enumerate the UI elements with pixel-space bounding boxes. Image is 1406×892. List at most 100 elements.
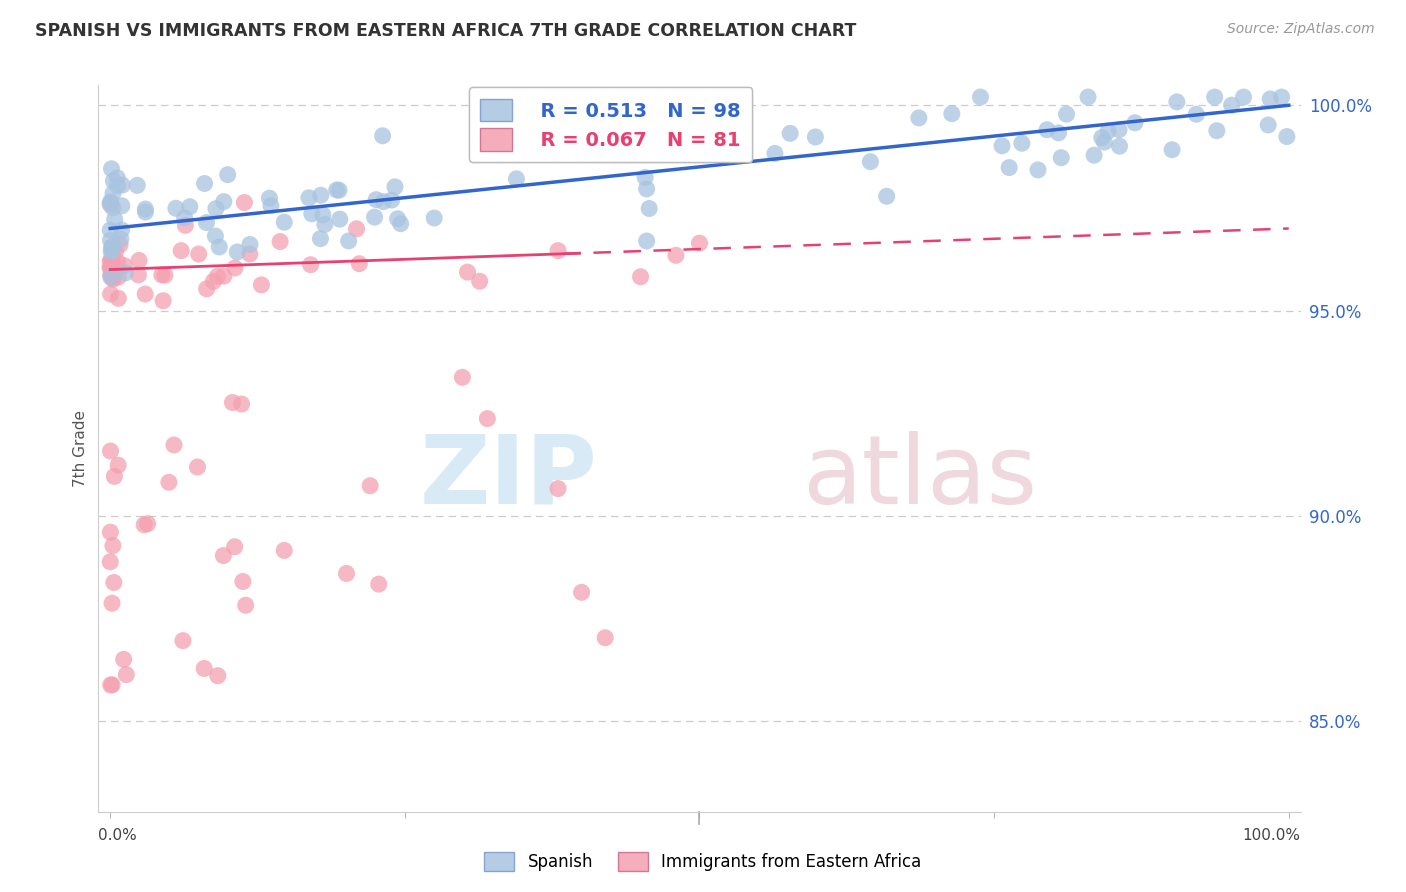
Text: 100.0%: 100.0% — [1243, 828, 1301, 843]
Point — [101, 270, 124, 285]
Point — [134, 517, 156, 532]
Point — [105, 170, 128, 185]
Point — [112, 652, 135, 666]
Point — [195, 215, 218, 229]
Point — [991, 138, 1014, 153]
Point — [451, 370, 474, 384]
Point — [187, 247, 209, 261]
Point — [346, 222, 368, 236]
Point — [134, 205, 156, 219]
Point — [387, 211, 409, 226]
Point — [1275, 129, 1298, 144]
Point — [423, 211, 446, 225]
Point — [505, 171, 527, 186]
Point — [1258, 92, 1281, 106]
Point — [998, 161, 1021, 175]
Point — [104, 244, 127, 259]
Point — [359, 479, 381, 493]
Point — [134, 287, 156, 301]
Text: Source: ZipAtlas.com: Source: ZipAtlas.com — [1227, 22, 1375, 37]
Point — [100, 270, 122, 285]
Point — [637, 137, 659, 152]
Point — [100, 287, 122, 301]
Point — [665, 248, 688, 262]
Point — [100, 444, 122, 458]
Point — [101, 596, 124, 610]
Point — [1091, 130, 1114, 145]
Point — [312, 208, 335, 222]
Point — [212, 549, 235, 563]
Point — [100, 268, 122, 282]
Point — [1092, 135, 1115, 149]
Point — [1108, 122, 1130, 136]
Point — [98, 260, 121, 275]
Point — [150, 268, 173, 282]
Point — [298, 191, 321, 205]
Point — [325, 183, 347, 197]
Point — [204, 229, 226, 244]
Point — [477, 411, 499, 425]
Point — [1108, 139, 1130, 153]
Point — [207, 669, 229, 683]
Point — [273, 215, 295, 229]
Text: 0.0%: 0.0% — [98, 828, 138, 843]
Point — [193, 661, 215, 675]
Point — [309, 232, 332, 246]
Point — [630, 269, 652, 284]
Point — [1205, 124, 1227, 138]
Point — [1077, 90, 1099, 104]
Point — [128, 253, 150, 268]
Point — [165, 201, 187, 215]
Point — [153, 268, 176, 283]
Point — [107, 270, 129, 285]
Point — [100, 525, 122, 540]
Point — [299, 258, 322, 272]
Point — [212, 194, 235, 209]
Point — [105, 254, 128, 268]
Point — [98, 196, 121, 211]
Point — [233, 195, 256, 210]
Point — [1047, 126, 1070, 140]
Point — [98, 260, 121, 275]
Point — [269, 235, 291, 249]
Point — [115, 667, 138, 681]
Point — [202, 274, 225, 288]
Point — [1123, 116, 1146, 130]
Point — [593, 631, 616, 645]
Point — [103, 267, 125, 281]
Point — [250, 277, 273, 292]
Point — [208, 240, 231, 254]
Point — [366, 193, 388, 207]
Point — [389, 217, 412, 231]
Point — [1056, 107, 1078, 121]
Point — [101, 186, 124, 201]
Point — [232, 574, 254, 589]
Point — [1161, 143, 1184, 157]
Point — [100, 161, 122, 176]
Point — [259, 191, 281, 205]
Point — [224, 260, 246, 275]
Point — [1220, 98, 1243, 112]
Point — [328, 183, 350, 197]
Point — [314, 218, 336, 232]
Point — [103, 469, 125, 483]
Point — [260, 199, 283, 213]
Point — [1050, 151, 1073, 165]
Point — [217, 168, 239, 182]
Point — [547, 244, 569, 258]
Point — [335, 566, 357, 581]
Point — [1232, 90, 1254, 104]
Point — [101, 201, 124, 215]
Point — [98, 223, 121, 237]
Point — [108, 237, 131, 252]
Point — [107, 178, 129, 193]
Point — [136, 516, 159, 531]
Point — [170, 244, 193, 258]
Point — [173, 211, 195, 225]
Point — [941, 106, 963, 120]
Point — [876, 189, 898, 203]
Point — [195, 282, 218, 296]
Point — [239, 247, 262, 261]
Point — [100, 243, 122, 257]
Point — [112, 259, 135, 273]
